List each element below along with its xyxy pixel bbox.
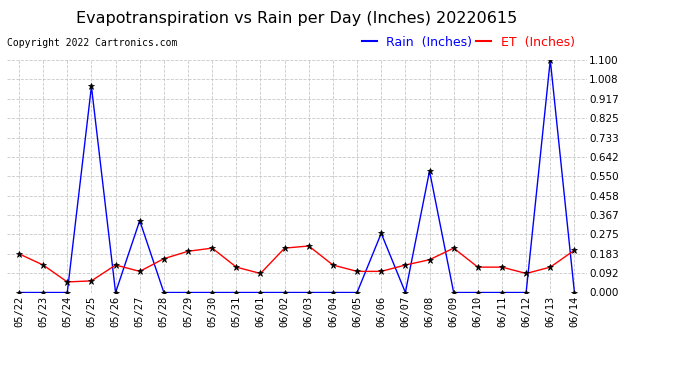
Text: Evapotranspiration vs Rain per Day (Inches) 20220615: Evapotranspiration vs Rain per Day (Inch… <box>76 11 518 26</box>
Text: Copyright 2022 Cartronics.com: Copyright 2022 Cartronics.com <box>7 38 177 48</box>
Legend: Rain  (Inches), ET  (Inches): Rain (Inches), ET (Inches) <box>357 31 580 54</box>
